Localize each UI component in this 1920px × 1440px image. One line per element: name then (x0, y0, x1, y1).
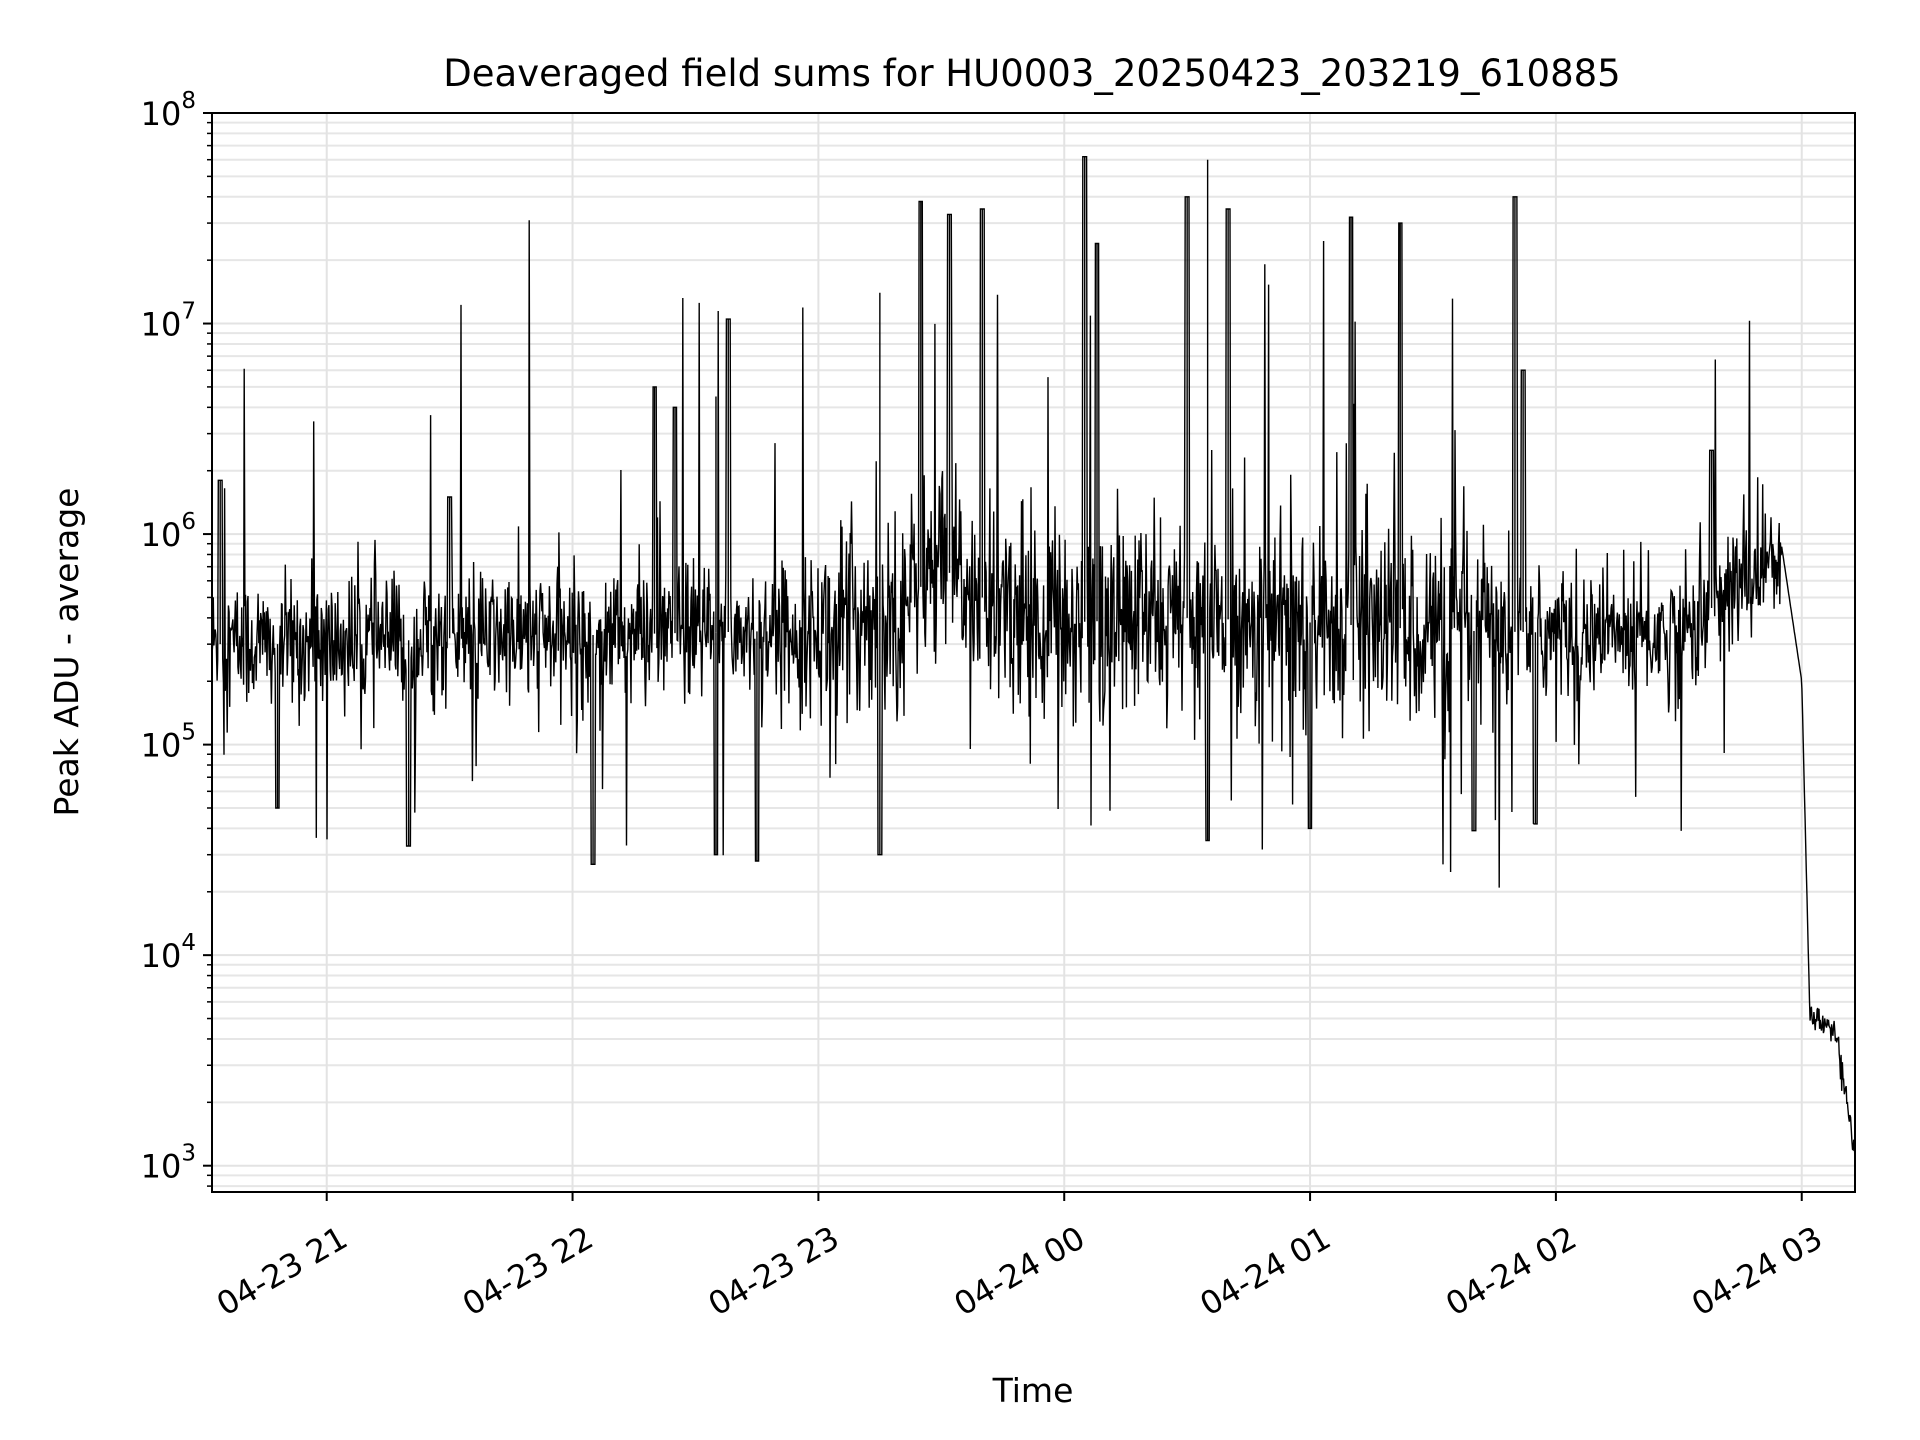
y-tick-label: 103 (141, 1141, 196, 1186)
plot-area (211, 112, 1856, 1193)
plot-frame (211, 112, 1856, 1193)
y-tick-label: 108 (141, 88, 196, 133)
y-tick-label: 107 (141, 299, 196, 344)
y-tick-label: 106 (141, 509, 196, 554)
x-axis-label: Time (992, 1371, 1074, 1410)
series-line (211, 156, 1856, 1165)
y-axis: 103 104 105 106 107 108 (141, 88, 212, 1187)
chart-title: Deaveraged field sums for HU0003_2025042… (443, 52, 1620, 95)
y-tick-label: 104 (141, 930, 196, 975)
y-axis-label: Peak ADU - average (47, 488, 86, 817)
grid-minor (212, 121, 1855, 1188)
y-tick-label: 105 (141, 720, 196, 765)
data-layer (211, 156, 1856, 1165)
